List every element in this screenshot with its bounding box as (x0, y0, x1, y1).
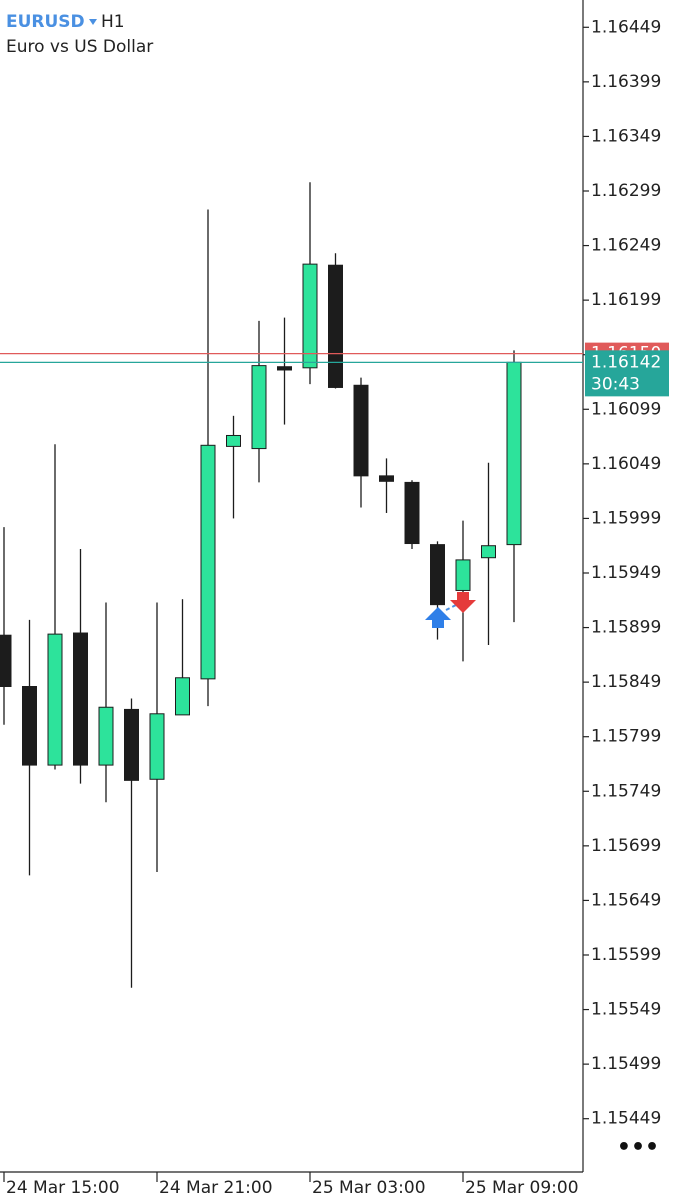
candle-body-down (124, 708, 139, 781)
y-tick-label: 1.16449 (591, 17, 661, 37)
y-tick-label: 1.15799 (591, 727, 661, 747)
x-tick-label: 25 Mar 09:00 (465, 1178, 579, 1198)
y-tick-label: 1.15549 (591, 1000, 661, 1020)
candle-body-down (22, 686, 37, 766)
y-tick-label: 1.16349 (591, 126, 661, 146)
trade-link (445, 603, 459, 611)
candle-body-up (455, 559, 471, 591)
x-tick-label: 25 Mar 03:00 (312, 1178, 426, 1198)
y-tick-label: 1.15599 (591, 945, 661, 965)
y-tick-label: 1.16399 (591, 72, 661, 92)
countdown: 30:43 (591, 374, 640, 394)
candle-body-up (149, 713, 165, 780)
y-tick-label: 1.15749 (591, 781, 661, 801)
y-tick-label: 1.15999 (591, 508, 661, 528)
candle-body-down (353, 384, 369, 477)
candle-body-down (328, 264, 343, 388)
y-tick-label: 1.15449 (591, 1109, 661, 1129)
buy-arrow[interactable] (425, 607, 451, 628)
y-tick-label: 1.15649 (591, 890, 661, 910)
candle-body-up (47, 633, 63, 766)
x-tick-label: 24 Mar 15:00 (6, 1178, 120, 1198)
candle-body-up (226, 434, 241, 447)
candle-body-down (430, 544, 445, 606)
y-tick-label: 1.16249 (591, 236, 661, 256)
candle-body-down (277, 366, 292, 371)
candle-body-up (251, 365, 267, 450)
candle-body-down (379, 475, 394, 482)
symbol[interactable]: EURUSD (6, 12, 85, 32)
candle-body-up (506, 361, 522, 546)
y-tick-label: 1.16099 (591, 399, 661, 419)
plot (0, 182, 522, 988)
bid-label: 1.16142 (591, 352, 661, 372)
y-tick-label: 1.15699 (591, 836, 661, 856)
more-menu[interactable]: ••• (617, 1135, 659, 1160)
x-tick-label: 24 Mar 21:00 (159, 1178, 273, 1198)
y-tick-label: 1.15499 (591, 1054, 661, 1074)
y-tick-label: 1.15899 (591, 618, 661, 638)
candle-body-up (175, 677, 190, 716)
sell-arrow[interactable] (450, 592, 476, 613)
candle-body-down (73, 632, 88, 766)
timeframe[interactable]: H1 (101, 12, 125, 32)
bid-label-box (585, 350, 669, 397)
candle-body-up (98, 706, 114, 766)
candle-body-up (200, 444, 216, 680)
candle-body-down (0, 634, 12, 688)
candle-body-up (302, 263, 318, 369)
y-tick-label: 1.16299 (591, 181, 661, 201)
candle-body-down (404, 481, 420, 545)
y-tick-label: 1.16049 (591, 454, 661, 474)
y-tick-label: 1.15949 (591, 563, 661, 583)
y-tick-label: 1.15849 (591, 672, 661, 692)
candle-body-up (481, 545, 496, 559)
symbol-dropdown-icon[interactable] (89, 19, 97, 25)
y-tick-label: 1.16199 (591, 290, 661, 310)
subtitle: Euro vs US Dollar (6, 37, 153, 57)
